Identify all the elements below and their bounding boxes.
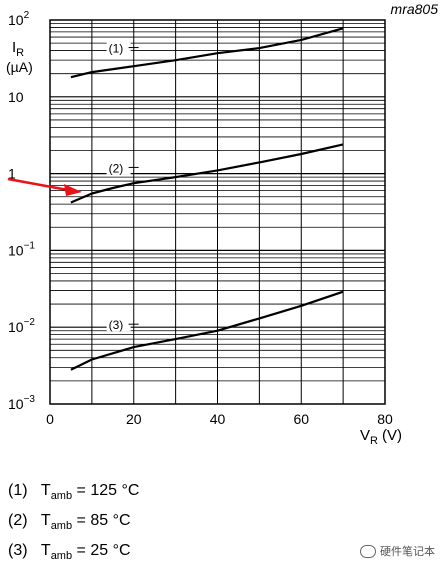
y-axis-unit: (µA) — [6, 59, 33, 75]
watermark: 硬件笔记本 — [360, 543, 435, 559]
series-line-3 — [70, 290, 344, 371]
series-label-3: (3) — [109, 318, 124, 332]
y-tick-0: 102 — [8, 10, 30, 28]
y-tick-4: 10−2 — [8, 317, 35, 335]
x-tick-60: 60 — [293, 411, 309, 427]
series-label-bg-3 — [106, 317, 131, 332]
x-axis-label: VR (V) — [360, 427, 402, 447]
red-arrow-shaft — [7, 177, 69, 192]
y-tick-2: 1 — [8, 166, 16, 182]
plot-frame — [49, 19, 386, 405]
series-label-bg-1 — [106, 40, 131, 55]
x-tick-80: 80 — [377, 411, 393, 427]
series-line-2 — [70, 143, 344, 204]
grid — [50, 20, 385, 404]
tick-labels: 0 20 40 60 80 102 10 1 10−1 10−2 10−3 — [8, 10, 393, 427]
red-arrow — [7, 177, 82, 196]
y-tick-3: 10−1 — [8, 240, 35, 258]
y-tick-1: 10 — [8, 89, 24, 105]
y-axis-label: IR — [12, 39, 24, 59]
series-label-2: (2) — [109, 161, 124, 175]
y-tick-5: 10−3 — [8, 394, 35, 412]
x-tick-40: 40 — [210, 411, 226, 427]
chat-bubble-icon — [360, 544, 376, 558]
reverse-current-chart: (1) (2) (3) 0 20 40 60 80 102 10 1 10−1 10−2 10−3 mr… — [6, 1, 439, 447]
x-tick-20: 20 — [126, 411, 142, 427]
series-label-1: (1) — [109, 42, 124, 56]
legend-item-2: (2) Tamb = 85 °C — [8, 512, 131, 533]
x-tick-0: 0 — [46, 411, 54, 427]
legend-item-1: (1) Tamb = 125 °C — [8, 482, 140, 503]
chart-code: mra805 — [391, 1, 439, 17]
series-line-1 — [70, 27, 344, 79]
axes — [49, 19, 386, 405]
series-label-bg-2 — [106, 160, 131, 175]
series-group: (1) (2) (3) — [70, 27, 344, 371]
legend-item-3: (3) Tamb = 25 °C — [8, 542, 131, 563]
red-arrow-head — [64, 184, 82, 196]
